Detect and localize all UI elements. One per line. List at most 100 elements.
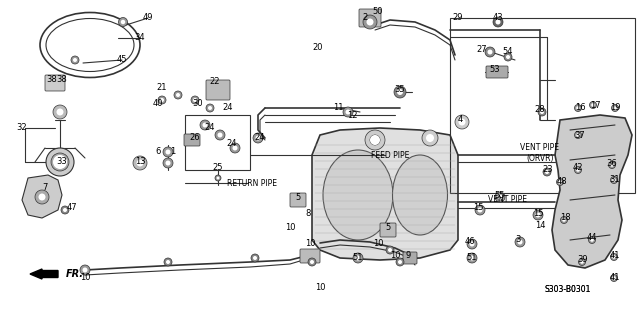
Text: 26: 26 [190, 133, 200, 142]
Text: VENT PIPE: VENT PIPE [520, 143, 559, 153]
FancyArrow shape [30, 269, 58, 279]
Circle shape [217, 132, 222, 138]
Text: 10: 10 [315, 284, 326, 292]
Circle shape [217, 177, 220, 180]
Circle shape [557, 179, 564, 186]
Text: 20: 20 [313, 44, 323, 52]
Circle shape [610, 177, 617, 183]
Text: 37: 37 [575, 131, 585, 140]
Circle shape [397, 89, 403, 95]
Text: 21: 21 [157, 83, 168, 92]
Circle shape [612, 255, 616, 259]
Circle shape [504, 53, 512, 61]
Circle shape [538, 108, 546, 116]
Text: 51: 51 [353, 253, 363, 262]
Circle shape [215, 175, 221, 181]
Circle shape [576, 133, 580, 137]
Text: 33: 33 [57, 157, 68, 166]
Text: 43: 43 [492, 13, 503, 22]
FancyBboxPatch shape [206, 80, 230, 100]
Text: 23: 23 [543, 165, 554, 174]
Circle shape [575, 105, 582, 111]
Circle shape [398, 260, 402, 264]
Text: 4: 4 [457, 116, 462, 124]
Text: 13: 13 [134, 157, 145, 166]
Circle shape [469, 242, 475, 246]
Text: 17: 17 [590, 100, 600, 109]
Text: S303-B0301: S303-B0301 [545, 285, 591, 294]
Text: 16: 16 [575, 103, 585, 113]
Circle shape [46, 148, 74, 176]
Circle shape [310, 260, 314, 264]
Circle shape [478, 207, 482, 212]
Circle shape [174, 91, 182, 99]
Circle shape [166, 161, 171, 165]
Circle shape [163, 158, 173, 168]
Text: 46: 46 [464, 237, 475, 246]
Circle shape [53, 155, 67, 169]
Polygon shape [312, 128, 458, 260]
Circle shape [610, 275, 617, 282]
Text: 51: 51 [467, 253, 477, 262]
Text: 10: 10 [390, 251, 400, 260]
Circle shape [496, 20, 501, 25]
Text: 41: 41 [610, 274, 620, 283]
Circle shape [422, 130, 438, 146]
Circle shape [230, 143, 240, 153]
Text: 41: 41 [610, 251, 620, 260]
Circle shape [137, 160, 143, 166]
Circle shape [515, 237, 525, 247]
Circle shape [517, 239, 522, 244]
Circle shape [388, 248, 392, 252]
Text: 6: 6 [155, 148, 161, 156]
Text: FR.: FR. [66, 269, 84, 279]
Circle shape [71, 56, 79, 64]
Text: 47: 47 [67, 204, 77, 212]
Text: 29: 29 [453, 13, 463, 22]
Text: 42: 42 [573, 164, 583, 172]
Circle shape [363, 15, 377, 29]
Circle shape [345, 109, 350, 115]
Circle shape [467, 253, 477, 263]
Text: 22: 22 [210, 77, 220, 86]
Text: 53: 53 [490, 66, 500, 75]
Circle shape [485, 47, 495, 57]
Circle shape [536, 212, 541, 218]
Circle shape [118, 18, 127, 27]
Circle shape [191, 96, 199, 104]
Circle shape [370, 135, 380, 145]
Circle shape [160, 98, 164, 102]
Circle shape [63, 208, 67, 212]
Circle shape [591, 103, 595, 107]
Circle shape [51, 153, 69, 171]
Text: 24: 24 [255, 133, 265, 142]
Polygon shape [22, 175, 62, 218]
Circle shape [576, 168, 580, 172]
Text: 50: 50 [373, 7, 383, 17]
Circle shape [533, 210, 543, 220]
Text: 25: 25 [213, 164, 223, 172]
Circle shape [61, 206, 69, 214]
Circle shape [255, 135, 261, 140]
Circle shape [343, 107, 353, 117]
Circle shape [590, 238, 594, 242]
Text: 10: 10 [285, 223, 296, 233]
Circle shape [53, 105, 67, 119]
Circle shape [164, 258, 172, 266]
Circle shape [373, 138, 378, 142]
Circle shape [166, 260, 170, 264]
Circle shape [558, 180, 562, 184]
Circle shape [612, 276, 616, 280]
Circle shape [396, 258, 404, 266]
Text: 11: 11 [333, 103, 343, 113]
Text: 32: 32 [17, 124, 27, 132]
Text: 45: 45 [117, 55, 127, 65]
Circle shape [176, 93, 180, 97]
Circle shape [57, 108, 64, 116]
Circle shape [540, 110, 544, 114]
Text: 9: 9 [405, 251, 411, 260]
Circle shape [121, 20, 125, 24]
Text: 15: 15 [533, 209, 543, 218]
Text: 27: 27 [476, 45, 487, 54]
FancyBboxPatch shape [403, 252, 417, 264]
